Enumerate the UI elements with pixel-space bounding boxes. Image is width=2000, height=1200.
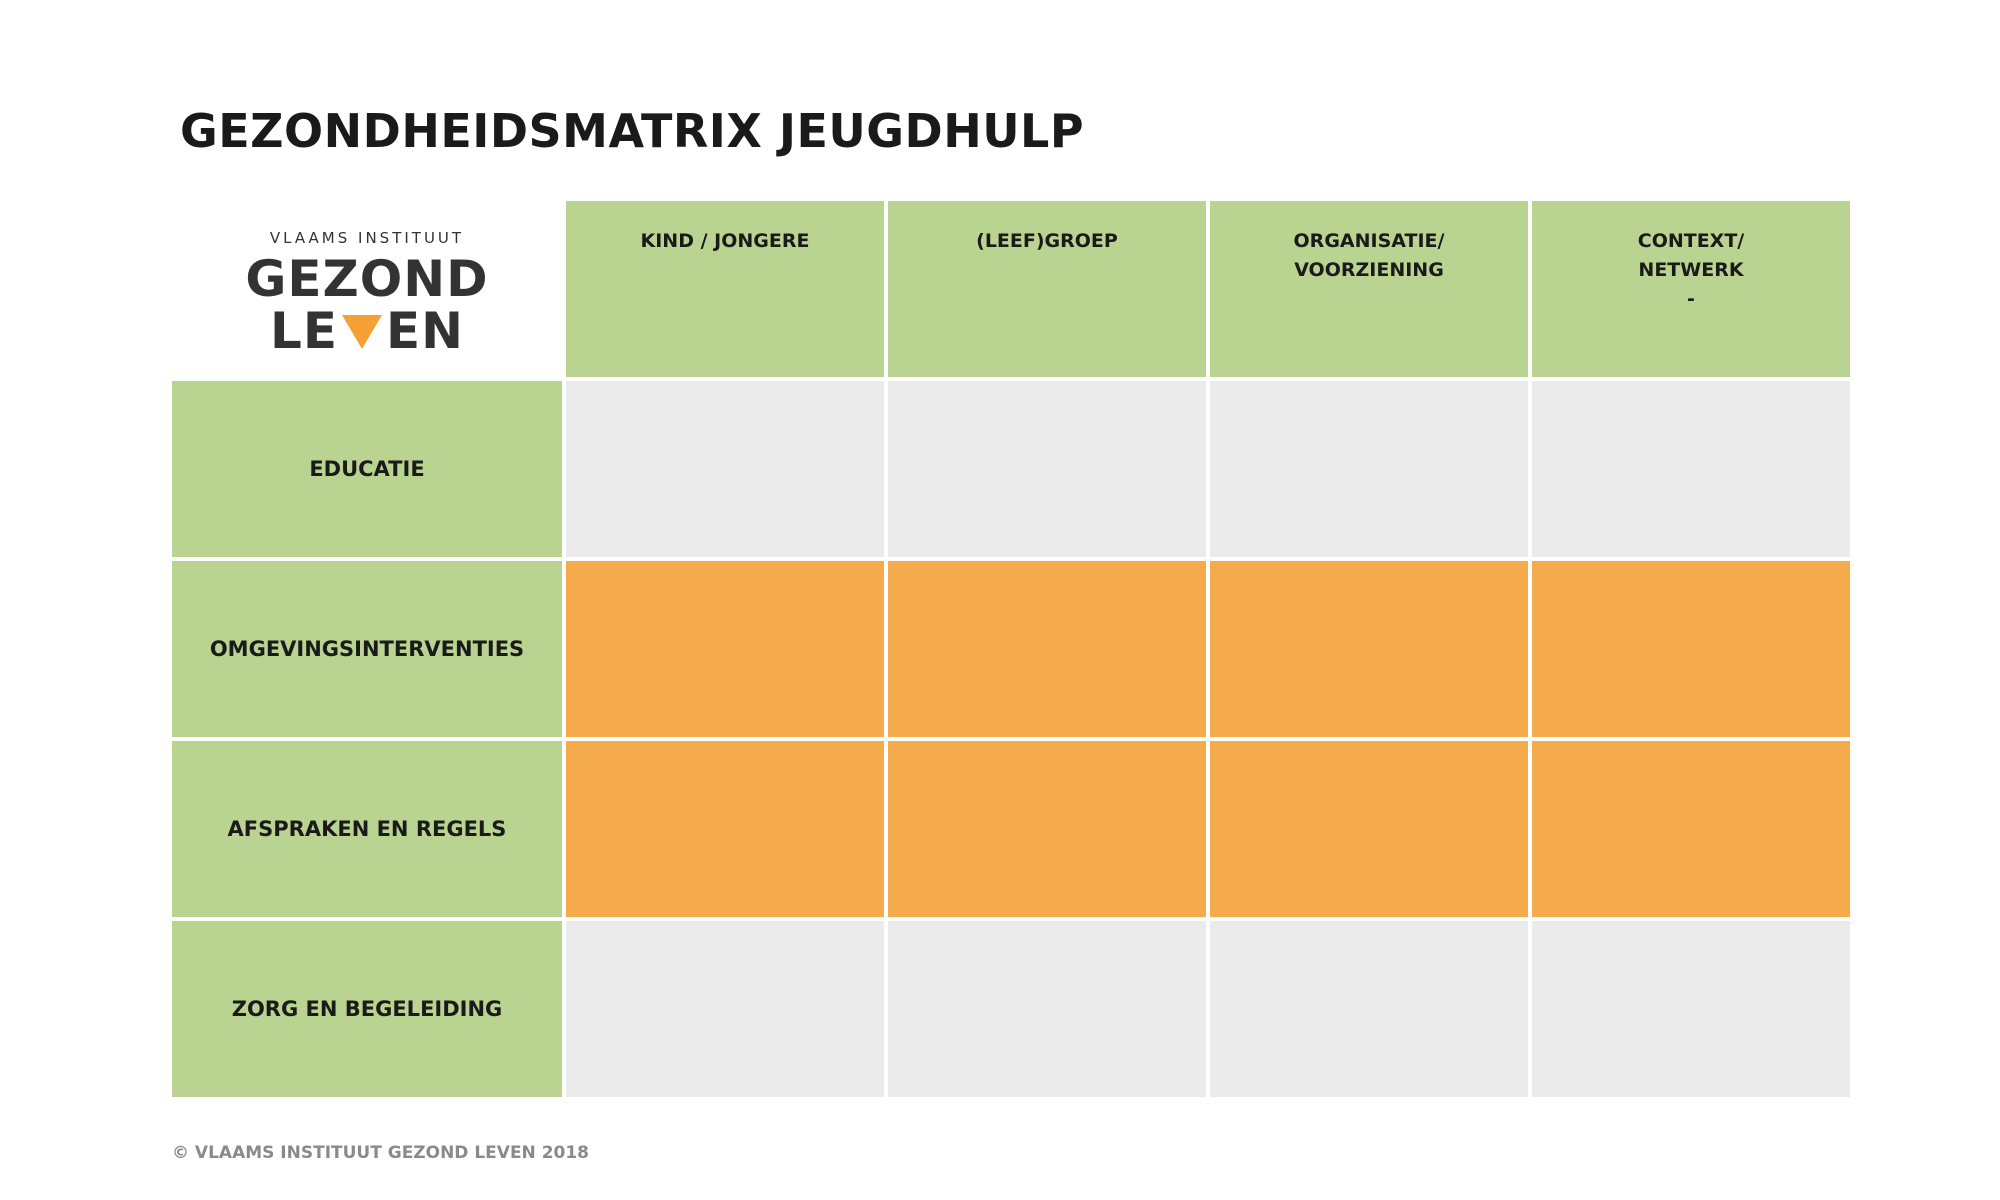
matrix-cell — [566, 561, 884, 737]
title: GEZONDHEIDSMATRIX JEUGDHULP — [180, 104, 1085, 158]
row-header: AFSPRAKEN EN REGELS — [172, 741, 562, 917]
column-header-line: NETWERK — [1638, 259, 1744, 281]
matrix-cell — [1210, 921, 1528, 1097]
column-header-line: (LEEF)GROEP — [976, 230, 1118, 252]
column-header-line: VOORZIENING — [1294, 259, 1444, 281]
row-header: OMGEVINGSINTERVENTIES — [172, 561, 562, 737]
column-header-line: CONTEXT/ — [1637, 230, 1745, 252]
column-header: KIND / JONGERE — [566, 201, 884, 377]
matrix-cell — [888, 381, 1206, 557]
footer: © VLAAMS INSTITUUT GEZOND LEVEN 2018 — [172, 1143, 590, 1163]
logo-top: VLAAMS INSTITUUT — [269, 229, 465, 247]
matrix-cell — [1210, 741, 1528, 917]
row-header: ZORG EN BEGELEIDING — [172, 921, 562, 1097]
column-header-line: KIND / JONGERE — [640, 230, 810, 252]
matrix-cell — [566, 381, 884, 557]
column-header-line: - — [1687, 288, 1695, 310]
matrix-cell — [1532, 741, 1850, 917]
row-header: EDUCATIE — [172, 381, 562, 557]
matrix-cell — [1210, 561, 1528, 737]
column-header: ORGANISATIE/VOORZIENING — [1210, 201, 1528, 377]
logo-line2-left: LE — [269, 302, 338, 360]
logo: VLAAMS INSTITUUT GEZOND LE EN — [172, 201, 562, 377]
matrix-cell — [888, 741, 1206, 917]
matrix: VLAAMS INSTITUUT GEZOND LE EN KIND / JON… — [172, 201, 1850, 1097]
matrix-cell — [566, 741, 884, 917]
column-header: (LEEF)GROEP — [888, 201, 1206, 377]
matrix-cell — [1210, 381, 1528, 557]
matrix-cell — [1532, 561, 1850, 737]
logo-triangle — [342, 315, 382, 349]
matrix-cell — [1532, 921, 1850, 1097]
logo-line2-right: EN — [386, 302, 465, 360]
matrix-cell — [1532, 381, 1850, 557]
matrix-cell — [888, 561, 1206, 737]
logo-line1: GEZOND — [245, 250, 489, 308]
logo-line2: LE EN — [269, 302, 465, 360]
matrix-cell — [888, 921, 1206, 1097]
column-header: CONTEXT/NETWERK - — [1532, 201, 1850, 377]
matrix-cell — [566, 921, 884, 1097]
column-header-line: ORGANISATIE/ — [1293, 230, 1445, 252]
